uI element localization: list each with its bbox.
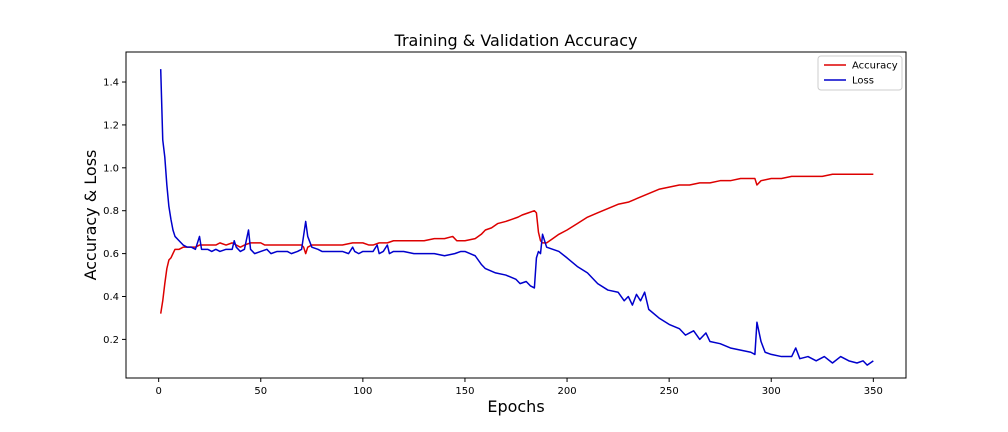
x-tick-label: 350	[864, 386, 883, 397]
y-tick-label: 1.0	[103, 163, 119, 174]
chart-title: Training & Validation Accuracy	[394, 31, 638, 50]
y-tick-label: 0.8	[103, 206, 119, 217]
legend-label-loss: Loss	[852, 76, 874, 87]
y-tick-label: 1.2	[103, 120, 119, 131]
x-axis-ticks: 0 50 100 150 200 250 300 350	[155, 378, 883, 397]
x-tick-label: 50	[254, 386, 267, 397]
y-axis-label: Accuracy & Loss	[81, 150, 100, 281]
y-tick-label: 0.6	[103, 249, 119, 260]
x-tick-label: 250	[660, 386, 679, 397]
series-line-loss	[159, 69, 874, 366]
legend: Accuracy Loss	[817, 55, 903, 91]
y-tick-label: 0.2	[103, 335, 119, 346]
y-tick-label: 1.4	[103, 78, 119, 89]
x-tick-label: 100	[353, 386, 372, 397]
y-axis-ticks: 0.2 0.4 0.6 0.8 1.0 1.2 1.4	[103, 78, 126, 346]
plot-area	[159, 69, 874, 366]
x-tick-label: 300	[762, 386, 781, 397]
y-tick-label: 0.4	[103, 292, 119, 303]
series-line-accuracy	[159, 173, 874, 314]
axes-frame	[125, 51, 907, 379]
x-tick-label: 150	[455, 386, 474, 397]
legend-label-accuracy: Accuracy	[852, 61, 898, 72]
x-axis-label: Epochs	[487, 397, 544, 416]
x-tick-label: 0	[155, 386, 161, 397]
x-tick-label: 200	[558, 386, 577, 397]
